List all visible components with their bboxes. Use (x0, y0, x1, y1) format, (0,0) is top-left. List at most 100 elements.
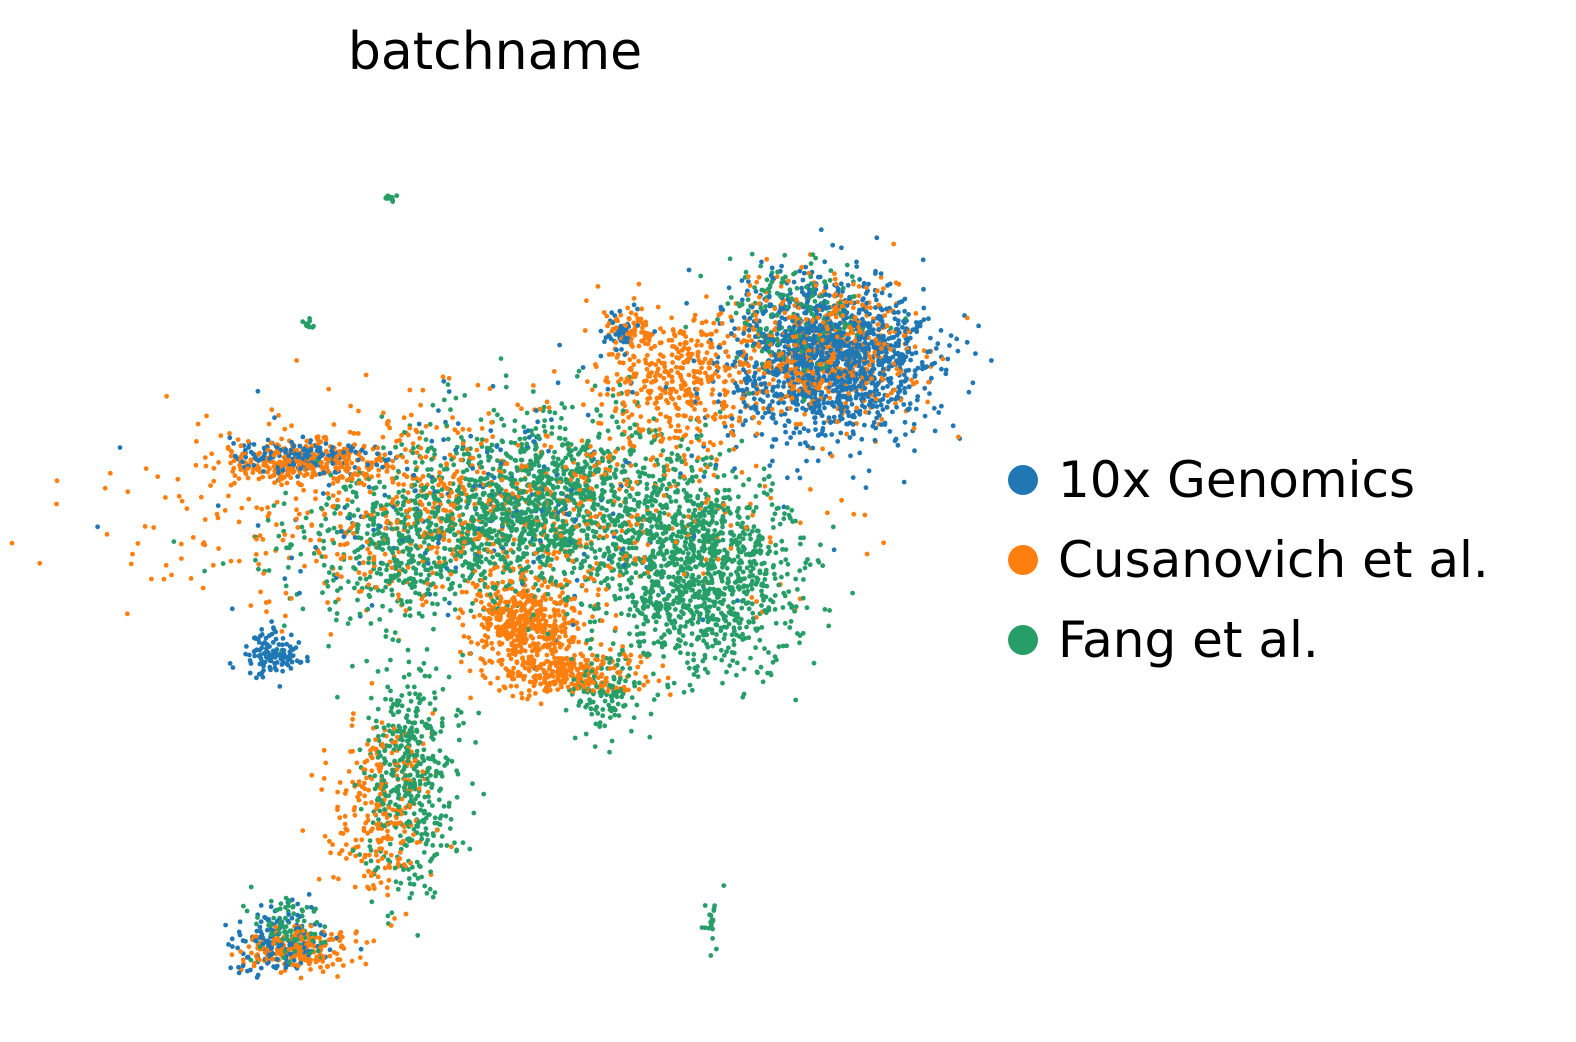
scatter-point (661, 464, 667, 470)
scatter-point (222, 508, 228, 513)
scatter-point (777, 521, 783, 527)
scatter-point (558, 476, 564, 481)
scatter-point (345, 497, 351, 503)
scatter-point (745, 297, 751, 303)
scatter-point (838, 430, 844, 436)
scatter-point (727, 663, 733, 668)
scatter-point (237, 919, 243, 925)
scatter-point (567, 548, 572, 554)
scatter-point (434, 425, 439, 430)
scatter-point (922, 385, 928, 391)
scatter-point (547, 409, 553, 415)
scatter-point (384, 885, 390, 891)
scatter-point (406, 819, 412, 824)
scatter-point (718, 628, 724, 634)
scatter-point (724, 565, 730, 571)
scatter-point (334, 529, 340, 535)
scatter-point (587, 465, 593, 471)
scatter-point (439, 487, 445, 492)
scatter-point (617, 569, 623, 574)
scatter-point (610, 386, 616, 392)
scatter-point (276, 642, 282, 647)
scatter-point (232, 480, 237, 486)
scatter-point (688, 598, 693, 604)
scatter-point (390, 464, 395, 470)
scatter-point (350, 663, 355, 669)
scatter-point (693, 564, 698, 569)
scatter-point (707, 604, 713, 610)
scatter-point (439, 492, 444, 498)
scatter-point (761, 476, 767, 482)
scatter-point (426, 799, 432, 805)
scatter-point (351, 711, 356, 716)
scatter-point (362, 572, 367, 577)
scatter-point (541, 464, 547, 470)
scatter-point (604, 610, 609, 616)
scatter-point (683, 432, 689, 438)
scatter-point (439, 773, 445, 779)
scatter-point (686, 665, 692, 671)
scatter-point (547, 614, 553, 620)
scatter-point (231, 441, 237, 446)
scatter-point (728, 314, 734, 320)
scatter-point (608, 647, 613, 652)
scatter-point (705, 447, 711, 453)
scatter-point (854, 405, 860, 411)
scatter-point (634, 624, 640, 630)
scatter-point (357, 852, 363, 857)
scatter-point (729, 423, 735, 429)
scatter-point (599, 618, 605, 624)
scatter-point (339, 943, 345, 949)
scatter-point (230, 469, 236, 474)
scatter-point (551, 455, 556, 460)
scatter-point (631, 497, 637, 503)
scatter-point (501, 423, 507, 428)
scatter-point (468, 433, 474, 439)
scatter-point (430, 505, 436, 510)
scatter-point (522, 436, 528, 441)
scatter-point (635, 469, 641, 475)
scatter-point (764, 277, 770, 283)
scatter-point (766, 544, 771, 550)
scatter-point (740, 536, 746, 542)
scatter-point (560, 506, 566, 512)
scatter-point (646, 418, 652, 424)
scatter-point (703, 557, 709, 563)
scatter-point (371, 527, 376, 533)
scatter-point (190, 535, 196, 540)
scatter-point (479, 426, 485, 431)
scatter-point (747, 315, 753, 321)
scatter-point (194, 439, 199, 444)
scatter-point (864, 300, 869, 306)
scatter-point (349, 499, 355, 505)
scatter-point (539, 451, 545, 456)
scatter-point (404, 843, 409, 848)
scatter-point (745, 308, 751, 313)
scatter-point (772, 306, 778, 312)
scatter-point (785, 293, 790, 299)
scatter-point (259, 627, 265, 632)
scatter-point (283, 590, 289, 596)
scatter-point (746, 279, 751, 284)
scatter-point (689, 687, 695, 693)
scatter-point (294, 507, 299, 513)
scatter-point (336, 876, 341, 882)
scatter-point (236, 519, 242, 525)
scatter-point (770, 517, 776, 522)
scatter-point (407, 772, 413, 778)
scatter-point (202, 542, 208, 548)
scatter-point (673, 645, 678, 651)
scatter-point (216, 460, 222, 465)
scatter-point (881, 286, 886, 291)
scatter-point (367, 844, 373, 849)
scatter-point (393, 743, 399, 748)
scatter-point (474, 469, 480, 475)
scatter-point (651, 640, 657, 646)
scatter-point (169, 572, 174, 578)
scatter-point (352, 566, 358, 572)
scatter-point (672, 620, 678, 625)
scatter-point (685, 359, 691, 365)
scatter-point (236, 558, 242, 564)
scatter-point (313, 906, 318, 912)
scatter-point (317, 471, 322, 477)
